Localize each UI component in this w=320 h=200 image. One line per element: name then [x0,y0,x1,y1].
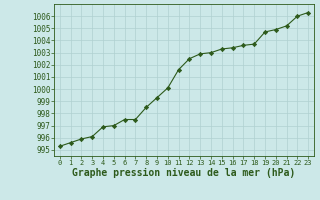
X-axis label: Graphe pression niveau de la mer (hPa): Graphe pression niveau de la mer (hPa) [72,168,296,178]
